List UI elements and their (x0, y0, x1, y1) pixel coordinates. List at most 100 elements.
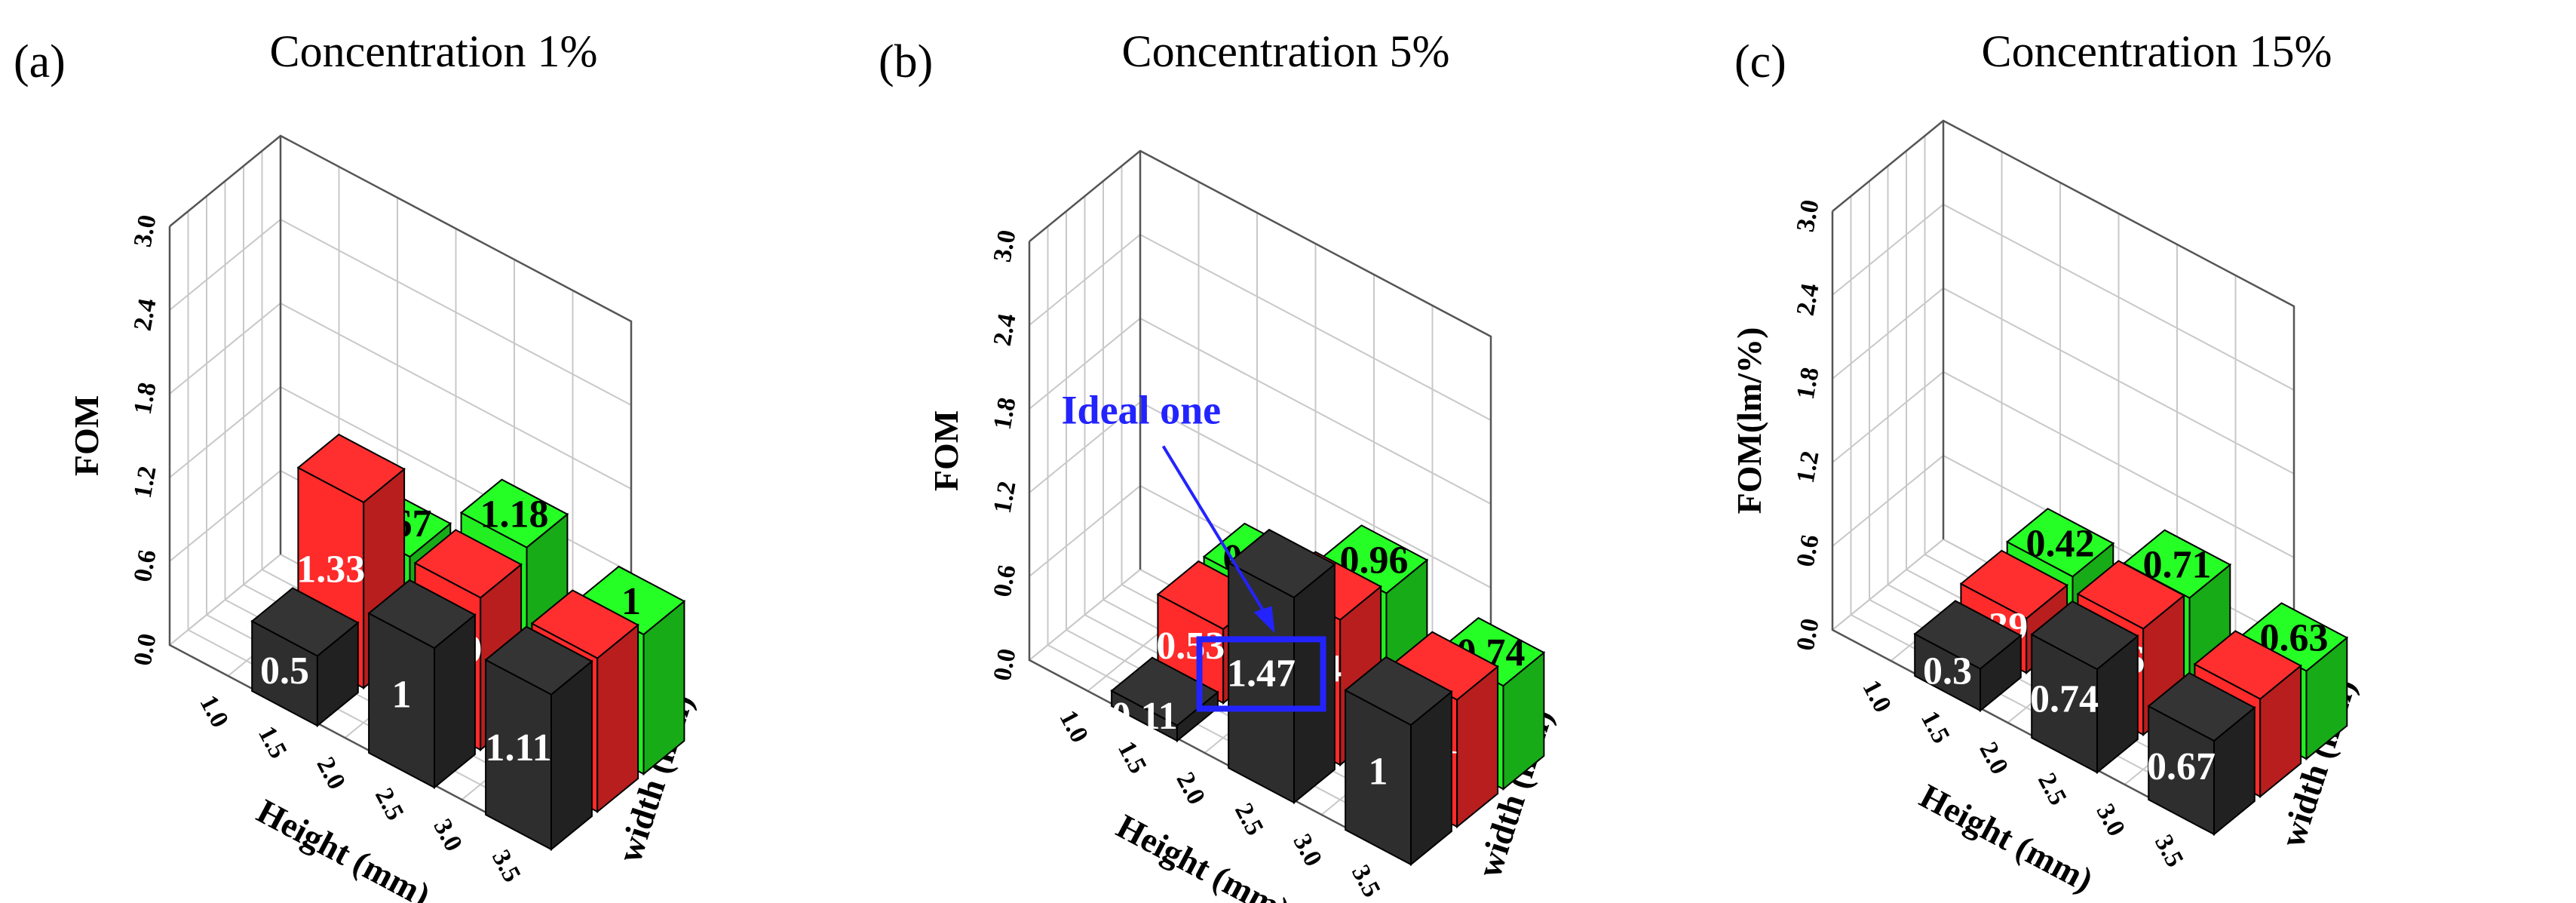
x-tick-label: 2.5 (370, 784, 409, 825)
z-tick-label: 2.4 (1792, 281, 1825, 318)
panel-a: (a) Concentration 1% 0.0 0.6 1.2 1.8 2.4 3.0 FOM… (14, 26, 701, 903)
z-tick-label: 0.0 (129, 631, 162, 668)
bar-face-top (1344, 656, 1453, 726)
annotation-arrow (1161, 445, 1271, 621)
bar-value-label: 1 (621, 580, 641, 623)
bar-value-label: 1.47 (1227, 652, 1296, 695)
bar: 1.11 (484, 625, 593, 852)
z-axis-title: FOM (927, 410, 965, 491)
z-tick-label: 2.4 (989, 312, 1022, 348)
bar: 1 (1344, 656, 1453, 867)
z-tick-label: 0.6 (1792, 533, 1825, 569)
x-axis-title: Height (mm) (1111, 806, 1296, 903)
z-tick-label: 1.8 (129, 380, 162, 416)
bar-value-label: 1.11 (485, 726, 551, 769)
x-tick-label: 3.5 (2149, 831, 2189, 872)
bar: 1 (367, 579, 477, 790)
panel-title: Concentration 5% (1122, 26, 1450, 76)
bar-face-top (367, 579, 477, 650)
bar-value-label: 1.33 (296, 548, 365, 591)
z-tick-label: 0.6 (989, 563, 1022, 599)
z-tick-label: 3.0 (129, 213, 162, 249)
grid-line (1832, 203, 2295, 391)
bar-value-label: 0.74 (2030, 678, 2099, 721)
bar-face-top (2076, 560, 2185, 630)
bar-face-top (413, 529, 523, 599)
grid-line (1832, 119, 2295, 307)
z-tick-label: 1.8 (989, 395, 1022, 432)
bar-face-top (1913, 600, 2022, 670)
bar-value-label: 0.53 (1156, 625, 1225, 668)
grid-line (1832, 287, 2295, 475)
z-axis-title: FOM (67, 395, 106, 476)
bar-value-label: 0.67 (2147, 745, 2216, 788)
z-tick-label: 3.0 (1792, 198, 1825, 234)
x-tick-label: 1.5 (253, 722, 293, 763)
x-tick-label: 3.5 (486, 846, 526, 887)
x-tick-label: 2.0 (311, 753, 351, 794)
bar-face-top (1227, 528, 1336, 599)
x-tick-label: 2.5 (2032, 769, 2072, 810)
bar-value-label: 1.18 (480, 493, 549, 536)
bar: 0.3 (1913, 600, 2022, 713)
bar-face-top (2193, 630, 2302, 700)
grid-line (1851, 614, 2202, 801)
bar-face-top (2147, 671, 2256, 742)
highlight-box (1196, 636, 1326, 712)
grid-line (1029, 149, 1492, 337)
bar-value-label: 0.5 (260, 650, 309, 693)
panel-label: (c) (1734, 36, 1786, 88)
bar-value-label: 0.11 (1111, 695, 1177, 738)
bar-face-top (459, 478, 569, 548)
grid-line (169, 134, 632, 322)
grid-line (188, 629, 539, 816)
x-tick-label: 1.0 (1857, 676, 1897, 717)
x-tick-label: 1.0 (1053, 706, 1093, 748)
bar-value-label: 0.42 (2026, 522, 2095, 565)
x-axis-title: Height (mm) (251, 791, 437, 903)
x-tick-label: 1.5 (1112, 737, 1152, 779)
z-tick-label: 1.8 (1792, 365, 1825, 401)
bar-value-label: 0.3 (1923, 650, 1972, 693)
annotation-text: Ideal one (1062, 387, 1222, 432)
panel-title: Concentration 1% (270, 26, 598, 76)
bar-face-top (484, 625, 593, 696)
x-tick-label: 3.0 (428, 815, 468, 856)
grid-line (1047, 644, 1399, 831)
bar: 0.74 (2030, 600, 2139, 775)
bar-face-top (530, 589, 639, 659)
bar-face-top (250, 587, 360, 657)
panel-b: (b) Concentration 5% 0.0 0.6 1.2 1.8 2.4 3.0 FOM… (879, 26, 1560, 903)
panel-c: (c) Concentration 15% 0.0 0.6 1.2 1.8 2.4 3.0 FO… (1730, 26, 2363, 899)
x-tick-label: 1.0 (194, 691, 234, 733)
bar-value-label: 1 (392, 673, 412, 716)
bar: 1.47 (1196, 528, 1336, 805)
grid-line (169, 218, 632, 406)
z-tick-label: 1.2 (989, 479, 1022, 515)
z-tick-label: 0.6 (129, 548, 162, 584)
panel-label: (a) (14, 36, 66, 88)
annotation-arrowhead (1253, 606, 1275, 634)
x-tick-label: 3.0 (1287, 830, 1327, 871)
z-tick-label: 0.0 (989, 647, 1022, 683)
z-tick-label: 3.0 (989, 228, 1022, 264)
z-tick-label: 0.0 (1792, 616, 1825, 653)
z-tick-label: 1.2 (129, 464, 162, 500)
bar-face-top (2030, 600, 2139, 671)
bar: 0.5 (250, 587, 360, 728)
x-tick-label: 3.0 (2090, 800, 2130, 841)
bar: 0.11 (1110, 656, 1219, 743)
x-tick-label: 2.0 (1170, 768, 1210, 809)
panel-title: Concentration 15% (1982, 26, 2332, 76)
x-tick-label: 2.5 (1229, 799, 1269, 840)
z-tick-label: 2.4 (129, 296, 162, 333)
bar-face-top (2005, 508, 2115, 578)
bar-face-top (1959, 549, 2068, 619)
bar-face-top (1110, 656, 1219, 726)
annotation: Ideal one (1062, 387, 1275, 634)
x-tick-label: 1.5 (1915, 707, 1955, 748)
bar-value-label: 1 (1369, 750, 1388, 793)
x-tick-label: 2.0 (1973, 738, 2013, 779)
z-tick-label: 1.2 (1792, 449, 1825, 485)
